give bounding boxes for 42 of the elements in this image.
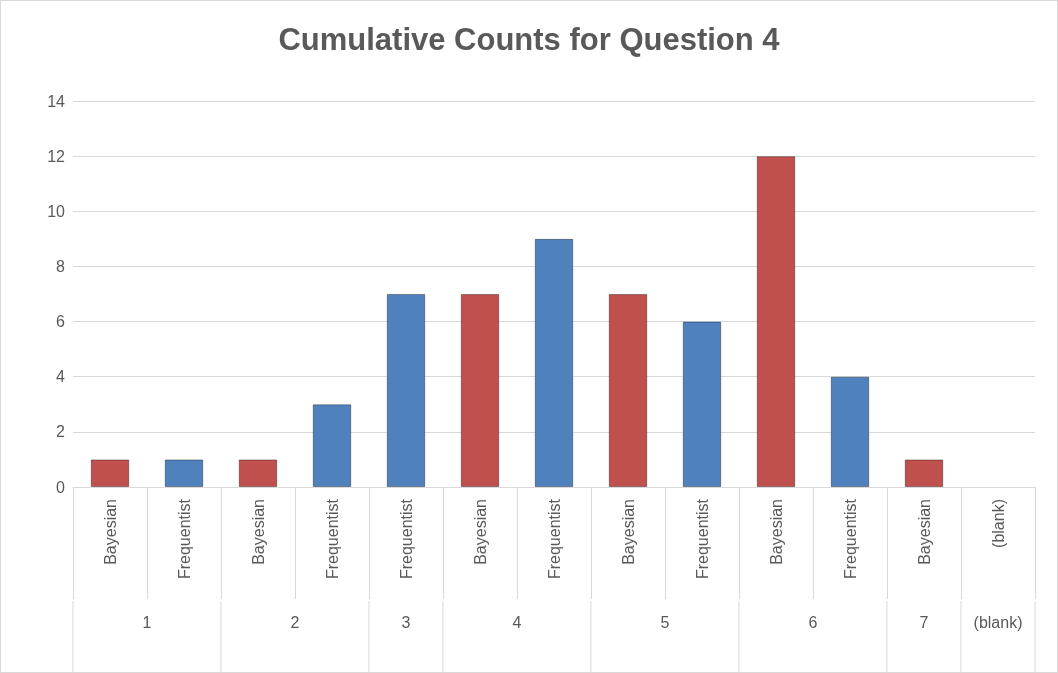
- bar: [756, 156, 796, 487]
- x-tick-label: Frequentist: [175, 498, 193, 580]
- x-tick-label: Bayesian: [767, 499, 785, 565]
- y-tick-label: 10: [47, 202, 66, 220]
- y-tick-label: 14: [47, 92, 66, 110]
- bar: [682, 321, 722, 487]
- bar: [608, 294, 648, 487]
- bar: [534, 238, 574, 487]
- x-tick-label: Bayesian: [619, 499, 637, 565]
- text: 2: [290, 613, 300, 631]
- y-tick-label: 2: [56, 423, 66, 441]
- y-tick-label: 6: [56, 313, 66, 331]
- y-tick-label: 8: [56, 257, 66, 275]
- bar: [904, 459, 944, 487]
- x-tick-label: Frequentist: [841, 498, 859, 580]
- x-tick-label: Frequentist: [693, 498, 711, 580]
- bar: [90, 459, 130, 487]
- text: 7: [919, 613, 929, 631]
- x-tick-label: Frequentist: [397, 498, 415, 580]
- y-tick-label: 4: [56, 368, 66, 386]
- text: 6: [808, 613, 818, 631]
- chart-title: Cumulative Counts for Question 4: [278, 22, 781, 57]
- x-tick-label: Bayesian: [915, 499, 933, 565]
- y-tick-label: 0: [56, 478, 66, 496]
- text: 4: [512, 613, 522, 631]
- bar: [386, 294, 426, 487]
- text: 3: [401, 613, 411, 631]
- bar: [460, 294, 500, 487]
- text: 1: [142, 613, 152, 631]
- x-tick-label: (blank): [989, 499, 1007, 548]
- x-tick-label: Frequentist: [545, 498, 563, 580]
- x-tick-label: Bayesian: [471, 499, 489, 565]
- bar: [164, 459, 204, 487]
- text: 5: [660, 613, 670, 631]
- x-tick-label: Frequentist: [323, 498, 341, 580]
- x-tick-label: Bayesian: [249, 499, 267, 565]
- y-tick-label: 12: [47, 147, 66, 165]
- text: (blank): [973, 613, 1023, 631]
- bar: [238, 459, 278, 487]
- x-tick-label: Bayesian: [101, 499, 119, 565]
- bar: [830, 376, 870, 487]
- bar: [312, 404, 352, 487]
